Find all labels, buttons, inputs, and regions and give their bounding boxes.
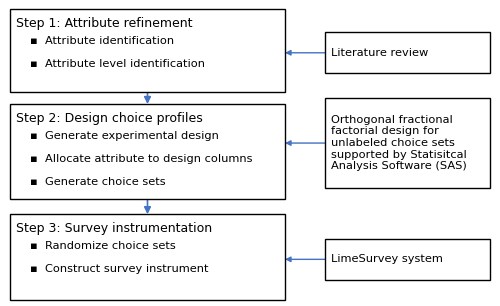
Text: ▪  Generate choice sets: ▪ Generate choice sets [30,177,166,187]
FancyBboxPatch shape [10,214,285,300]
Text: ▪  Generate experimental design: ▪ Generate experimental design [30,131,219,141]
FancyBboxPatch shape [325,98,490,188]
Text: ▪  Construct survey instrument: ▪ Construct survey instrument [30,264,208,274]
Text: Step 3: Survey instrumentation: Step 3: Survey instrumentation [16,222,212,235]
FancyBboxPatch shape [325,32,490,73]
FancyBboxPatch shape [325,239,490,280]
Text: Step 1: Attribute refinement: Step 1: Attribute refinement [16,17,193,30]
FancyBboxPatch shape [10,104,285,199]
Text: Literature review: Literature review [331,48,428,58]
Text: LimeSurvey system: LimeSurvey system [331,254,443,264]
Text: ▪  Allocate attribute to design columns: ▪ Allocate attribute to design columns [30,154,252,164]
Text: ▪  Randomize choice sets: ▪ Randomize choice sets [30,241,176,251]
Text: Step 2: Design choice profiles: Step 2: Design choice profiles [16,112,203,125]
Text: Orthogonal fractional
factorial design for
unlabeled choice sets
supported by St: Orthogonal fractional factorial design f… [331,115,467,171]
FancyBboxPatch shape [10,9,285,92]
Text: ▪  Attribute level identification: ▪ Attribute level identification [30,59,205,69]
Text: ▪  Attribute identification: ▪ Attribute identification [30,36,174,46]
